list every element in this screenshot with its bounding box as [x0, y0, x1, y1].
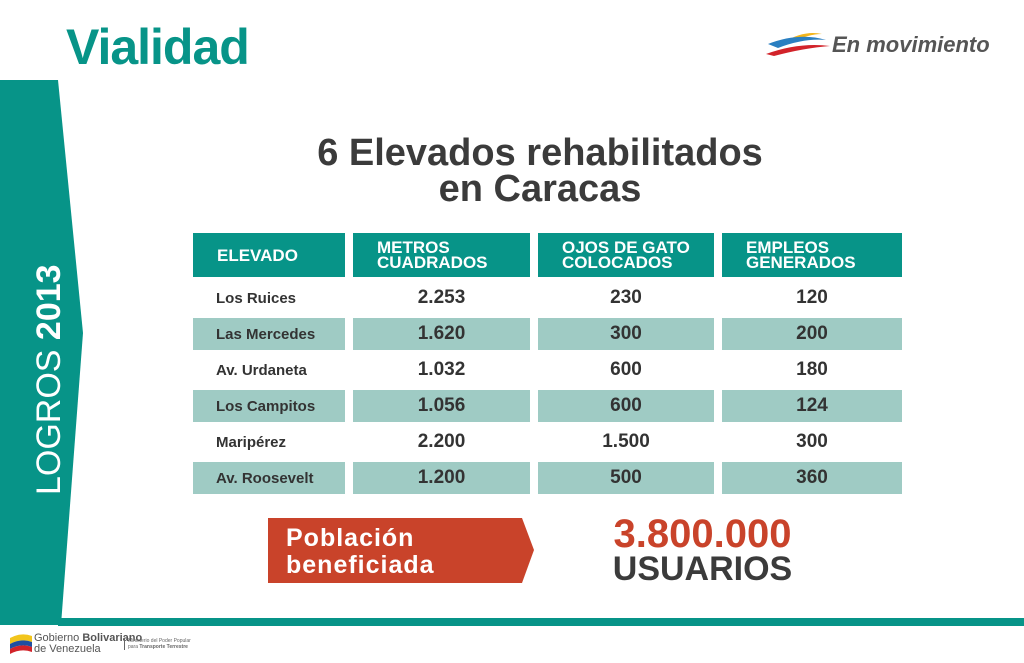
header-line: COLOCADOS — [562, 253, 673, 272]
table-cell: 1.056 — [353, 390, 530, 422]
table-cell: 600 — [538, 390, 714, 422]
table-cell: 600 — [610, 359, 642, 380]
elevado-name: Av. Urdaneta — [216, 361, 307, 379]
table-cell: 300 — [796, 431, 828, 452]
header-line: METROS — [377, 238, 450, 257]
elevado-name: Las Mercedes — [193, 318, 345, 350]
ministry-line1: Ministerio del Poder Popular — [128, 638, 191, 644]
column-header: ELEVADO — [193, 233, 345, 277]
elevado-name: Maripérez — [216, 433, 287, 451]
table-cell: 2.200 — [417, 431, 466, 452]
heading-line1: 6 Elevados rehabilitados — [317, 132, 763, 174]
poblacion-label: Población beneficiada — [286, 525, 435, 579]
table-cell: 1.032 — [417, 359, 466, 380]
gov-light: Gobierno — [34, 632, 83, 644]
ministerio-text: Ministerio del Poder Popular para Transp… — [124, 638, 191, 650]
table-cell: 1.500 — [602, 431, 650, 452]
gov-line2: de Venezuela — [34, 643, 101, 655]
ministry-bold: Transporte Terrestre — [139, 644, 188, 650]
table-cell: 1.620 — [353, 318, 530, 350]
usuarios-value: 3.800.000 — [613, 512, 792, 556]
gobierno-logo-text: Gobierno Bolivariano de Venezuela — [34, 633, 142, 655]
elevado-name: Av. Roosevelt — [193, 462, 345, 494]
header-line: OJOS DE GATO — [562, 238, 690, 257]
poblacion-line2: beneficiada — [286, 551, 435, 579]
header-line: ELEVADO — [217, 245, 298, 265]
table-cell: 120 — [796, 287, 828, 308]
table-cell: 124 — [722, 390, 902, 422]
table-cell: 500 — [538, 462, 714, 494]
slide-heading: 6 Elevados rehabilitados en Caracas — [240, 132, 840, 210]
table-cell: 200 — [722, 318, 902, 350]
page-title: Vialidad — [66, 19, 250, 75]
table-cell: 180 — [796, 359, 828, 380]
column-header: OJOS DE GATO COLOCADOS — [538, 233, 714, 277]
bottom-divider — [58, 618, 1024, 626]
header-line: GENERADOS — [746, 253, 856, 272]
column-header: EMPLEOS GENERADOS — [722, 233, 902, 277]
logo-text: En movimiento — [832, 32, 990, 57]
table-cell: 360 — [722, 462, 902, 494]
logros-label: LOGROS 2013 — [30, 264, 69, 495]
en-movimiento-logo — [766, 33, 830, 56]
table-cell: 1.200 — [353, 462, 530, 494]
column-header: METROS CUADRADOS — [353, 233, 530, 277]
elevado-name: Los Ruices — [216, 289, 297, 307]
table-cell: 300 — [538, 318, 714, 350]
venezuela-flag-icon — [10, 634, 32, 654]
heading-line2: en Caracas — [438, 168, 642, 210]
poblacion-banner — [268, 518, 534, 583]
gov-bold: Bolivariano — [82, 632, 143, 644]
logros-text: LOGROS — [30, 349, 68, 495]
table-cell: 230 — [610, 287, 642, 308]
poblacion-line1: Población — [286, 524, 415, 552]
side-band — [0, 80, 83, 625]
header-line: CUADRADOS — [377, 253, 488, 272]
year-text: 2013 — [30, 264, 68, 341]
table-cell: 2.253 — [417, 287, 466, 308]
usuarios-unit: USUARIOS — [612, 550, 793, 588]
elevado-name: Los Campitos — [193, 390, 345, 422]
ministry-light: para — [128, 644, 140, 650]
header-line: EMPLEOS — [746, 238, 830, 257]
